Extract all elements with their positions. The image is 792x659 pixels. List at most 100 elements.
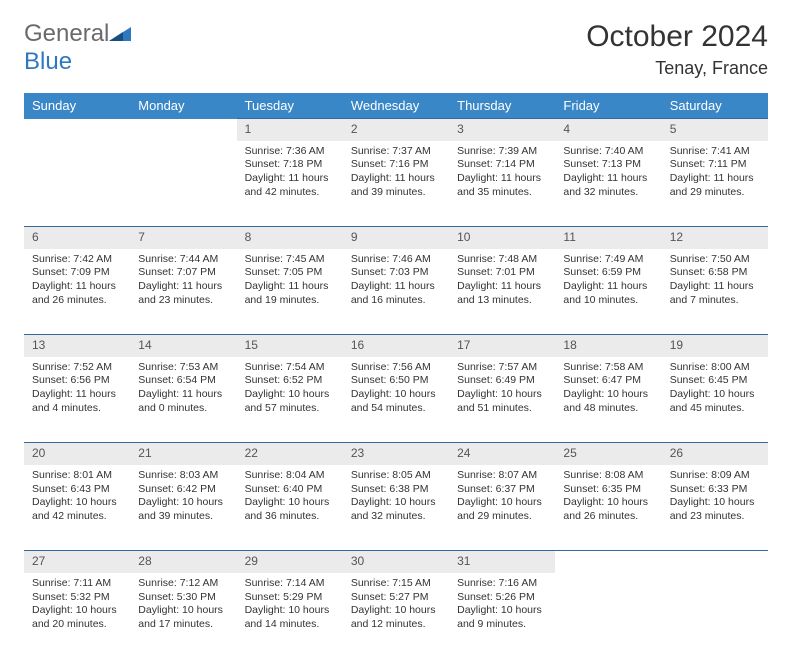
sunrise-line: Sunrise: 7:45 AM bbox=[245, 253, 335, 267]
day-number bbox=[130, 119, 236, 141]
day-number: 29 bbox=[237, 551, 343, 573]
day-cell: Sunrise: 7:37 AMSunset: 7:16 PMDaylight:… bbox=[343, 141, 449, 227]
day-number: 14 bbox=[130, 335, 236, 357]
day-number: 25 bbox=[555, 443, 661, 465]
day-header: Friday bbox=[555, 93, 661, 119]
sunset-line: Sunset: 6:42 PM bbox=[138, 483, 228, 497]
daylight-line-1: Daylight: 11 hours bbox=[245, 172, 335, 186]
month-title: October 2024 bbox=[586, 20, 768, 54]
day-content-row: Sunrise: 7:42 AMSunset: 7:09 PMDaylight:… bbox=[24, 249, 768, 335]
day-number: 16 bbox=[343, 335, 449, 357]
daylight-line-1: Daylight: 11 hours bbox=[563, 280, 653, 294]
day-cell: Sunrise: 7:14 AMSunset: 5:29 PMDaylight:… bbox=[237, 573, 343, 659]
sunrise-line: Sunrise: 7:56 AM bbox=[351, 361, 441, 375]
day-header: Monday bbox=[130, 93, 236, 119]
day-cell bbox=[24, 141, 130, 227]
day-content-row: Sunrise: 7:52 AMSunset: 6:56 PMDaylight:… bbox=[24, 357, 768, 443]
day-number: 26 bbox=[662, 443, 768, 465]
day-number: 3 bbox=[449, 119, 555, 141]
day-number bbox=[555, 551, 661, 573]
sunset-line: Sunset: 6:49 PM bbox=[457, 374, 547, 388]
sunrise-line: Sunrise: 7:46 AM bbox=[351, 253, 441, 267]
day-header: Tuesday bbox=[237, 93, 343, 119]
daylight-line-2: and 14 minutes. bbox=[245, 618, 335, 632]
daylight-line-1: Daylight: 11 hours bbox=[32, 388, 122, 402]
daylight-line-1: Daylight: 10 hours bbox=[670, 388, 760, 402]
sunrise-line: Sunrise: 7:36 AM bbox=[245, 145, 335, 159]
sunrise-line: Sunrise: 7:49 AM bbox=[563, 253, 653, 267]
daylight-line-2: and 26 minutes. bbox=[563, 510, 653, 524]
daylight-line-2: and 35 minutes. bbox=[457, 186, 547, 200]
daylight-line-1: Daylight: 10 hours bbox=[457, 604, 547, 618]
sunrise-line: Sunrise: 8:07 AM bbox=[457, 469, 547, 483]
daylight-line-1: Daylight: 10 hours bbox=[563, 388, 653, 402]
sunrise-line: Sunrise: 7:14 AM bbox=[245, 577, 335, 591]
day-cell: Sunrise: 7:16 AMSunset: 5:26 PMDaylight:… bbox=[449, 573, 555, 659]
sunset-line: Sunset: 6:37 PM bbox=[457, 483, 547, 497]
day-cell bbox=[555, 573, 661, 659]
daylight-line-1: Daylight: 11 hours bbox=[138, 388, 228, 402]
day-number bbox=[662, 551, 768, 573]
day-cell: Sunrise: 7:39 AMSunset: 7:14 PMDaylight:… bbox=[449, 141, 555, 227]
brand-logo: General Blue bbox=[24, 20, 131, 76]
daylight-line-2: and 23 minutes. bbox=[670, 510, 760, 524]
sunrise-line: Sunrise: 7:41 AM bbox=[670, 145, 760, 159]
daylight-line-1: Daylight: 10 hours bbox=[351, 388, 441, 402]
triangle-icon bbox=[109, 20, 131, 48]
day-cell: Sunrise: 7:52 AMSunset: 6:56 PMDaylight:… bbox=[24, 357, 130, 443]
day-header: Wednesday bbox=[343, 93, 449, 119]
sunset-line: Sunset: 5:27 PM bbox=[351, 591, 441, 605]
sunset-line: Sunset: 7:11 PM bbox=[670, 158, 760, 172]
day-number: 11 bbox=[555, 227, 661, 249]
daylight-line-2: and 4 minutes. bbox=[32, 402, 122, 416]
day-number bbox=[24, 119, 130, 141]
day-number: 24 bbox=[449, 443, 555, 465]
day-cell: Sunrise: 7:50 AMSunset: 6:58 PMDaylight:… bbox=[662, 249, 768, 335]
sunrise-line: Sunrise: 7:15 AM bbox=[351, 577, 441, 591]
day-number: 17 bbox=[449, 335, 555, 357]
daylight-line-1: Daylight: 11 hours bbox=[670, 172, 760, 186]
day-cell: Sunrise: 7:48 AMSunset: 7:01 PMDaylight:… bbox=[449, 249, 555, 335]
sunrise-line: Sunrise: 7:54 AM bbox=[245, 361, 335, 375]
daylight-line-2: and 19 minutes. bbox=[245, 294, 335, 308]
sunrise-line: Sunrise: 8:08 AM bbox=[563, 469, 653, 483]
daylight-line-2: and 48 minutes. bbox=[563, 402, 653, 416]
daylight-line-2: and 39 minutes. bbox=[138, 510, 228, 524]
day-cell: Sunrise: 7:11 AMSunset: 5:32 PMDaylight:… bbox=[24, 573, 130, 659]
daylight-line-1: Daylight: 11 hours bbox=[563, 172, 653, 186]
daylight-line-1: Daylight: 10 hours bbox=[670, 496, 760, 510]
sunset-line: Sunset: 7:13 PM bbox=[563, 158, 653, 172]
daylight-line-1: Daylight: 11 hours bbox=[138, 280, 228, 294]
day-number: 21 bbox=[130, 443, 236, 465]
day-cell: Sunrise: 7:42 AMSunset: 7:09 PMDaylight:… bbox=[24, 249, 130, 335]
daylight-line-1: Daylight: 11 hours bbox=[351, 280, 441, 294]
sunset-line: Sunset: 5:32 PM bbox=[32, 591, 122, 605]
sunset-line: Sunset: 7:16 PM bbox=[351, 158, 441, 172]
sunrise-line: Sunrise: 7:37 AM bbox=[351, 145, 441, 159]
day-number: 28 bbox=[130, 551, 236, 573]
daylight-line-2: and 45 minutes. bbox=[670, 402, 760, 416]
sunrise-line: Sunrise: 8:05 AM bbox=[351, 469, 441, 483]
sunrise-line: Sunrise: 7:57 AM bbox=[457, 361, 547, 375]
daylight-line-1: Daylight: 11 hours bbox=[670, 280, 760, 294]
daylight-line-1: Daylight: 10 hours bbox=[32, 604, 122, 618]
day-header: Sunday bbox=[24, 93, 130, 119]
day-cell: Sunrise: 7:53 AMSunset: 6:54 PMDaylight:… bbox=[130, 357, 236, 443]
daylight-line-2: and 10 minutes. bbox=[563, 294, 653, 308]
daylight-line-1: Daylight: 11 hours bbox=[457, 280, 547, 294]
daylight-line-2: and 20 minutes. bbox=[32, 618, 122, 632]
sunset-line: Sunset: 6:59 PM bbox=[563, 266, 653, 280]
day-cell: Sunrise: 8:03 AMSunset: 6:42 PMDaylight:… bbox=[130, 465, 236, 551]
daylight-line-1: Daylight: 10 hours bbox=[457, 388, 547, 402]
daylight-line-2: and 7 minutes. bbox=[670, 294, 760, 308]
day-cell: Sunrise: 7:45 AMSunset: 7:05 PMDaylight:… bbox=[237, 249, 343, 335]
daylight-line-2: and 36 minutes. bbox=[245, 510, 335, 524]
sunset-line: Sunset: 6:52 PM bbox=[245, 374, 335, 388]
sunset-line: Sunset: 7:18 PM bbox=[245, 158, 335, 172]
day-number: 10 bbox=[449, 227, 555, 249]
day-number-row: 13141516171819 bbox=[24, 335, 768, 357]
daylight-line-2: and 29 minutes. bbox=[457, 510, 547, 524]
day-number-row: 20212223242526 bbox=[24, 443, 768, 465]
day-cell: Sunrise: 7:44 AMSunset: 7:07 PMDaylight:… bbox=[130, 249, 236, 335]
sunrise-line: Sunrise: 7:16 AM bbox=[457, 577, 547, 591]
